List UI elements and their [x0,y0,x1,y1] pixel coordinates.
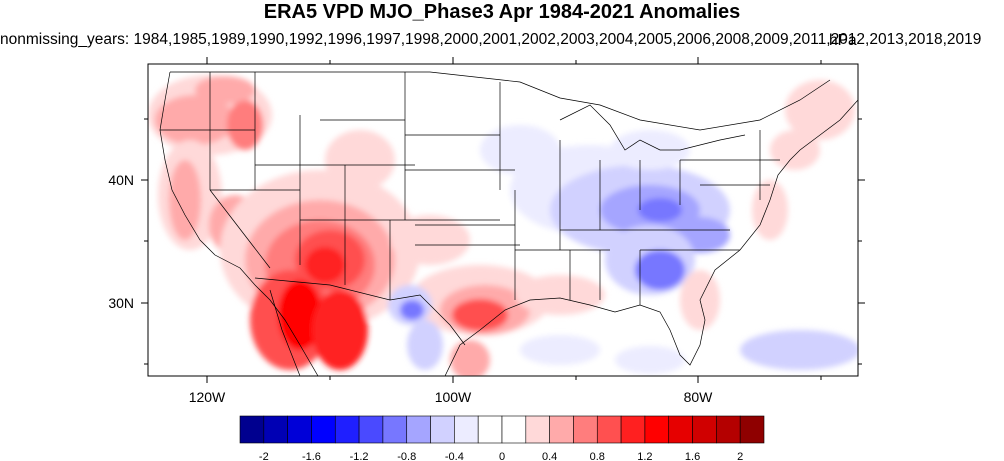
colorbar-swatch [644,415,670,444]
colorbar-swatch [382,415,408,444]
baja-coastline [269,289,301,376]
colorbar-tick-label: -0.4 [445,451,464,461]
gulf-coastline [444,297,706,376]
colorbar-swatch [739,415,765,444]
west-coastline [159,71,319,376]
colorbar-swatch [454,415,479,444]
colorbar-tick-label: -1.2 [350,451,369,461]
colorbar-swatch [525,415,550,444]
colorbar-tick-label: 1.6 [685,451,700,461]
colorbar-tick-label: 0.4 [542,451,557,461]
state-line-5 [209,189,271,269]
great-lakes [559,104,746,151]
colorbar-swatch [549,415,574,444]
us-canada-border [170,71,831,131]
colorbar-tick-label: -0.8 [397,451,416,461]
atlantic-coastline [699,99,858,321]
colorbar-swatch [311,415,336,444]
colorbar [239,415,765,444]
colorbar-swatch [692,415,717,444]
colorbar-swatch [239,415,265,444]
x-tick-label: 80W [684,389,714,405]
colorbar-swatch [573,415,598,444]
units-label: hPa [829,32,857,49]
colorbar-swatch [668,415,693,444]
colorbar-swatch [477,415,503,444]
x-tick-label: 100W [435,389,472,405]
colorbar-tick-label: 1.2 [637,451,652,461]
figure-title: ERA5 VPD MJO_Phase3 Apr 1984-2021 Anomal… [263,1,741,23]
colorbar-tick-label: 0.8 [590,451,605,461]
map-frame [141,57,865,383]
colorbar-swatch [334,415,360,444]
y-tick-label: 40N [108,172,134,188]
y-tick-label: 30N [108,295,134,311]
colorbar-swatch [263,415,288,444]
figure-subtitle: nonmissing_years: 1984,1985,1989,1990,19… [0,31,982,48]
us-mexico-border [254,277,466,346]
colorbar-swatch [430,415,455,444]
state-boundaries [159,71,858,376]
colorbar-tick-label: -2 [259,451,269,461]
colorbar-swatch [620,415,646,444]
colorbar-labels: -2 -1.6 -1.2 -0.8 -0.4 0 0.4 0.8 1.2 1.6 2 [259,451,743,461]
anomaly-field [148,64,858,376]
colorbar-swatch [596,415,622,444]
colorbar-swatch [287,415,312,444]
colorbar-swatch [406,415,431,444]
colorbar-swatch [501,415,527,444]
colorbar-swatch [716,415,741,444]
x-tick-label: 120W [189,389,226,405]
colorbar-tick-label: 0 [499,451,505,461]
colorbar-tick-label: -1.6 [302,451,321,461]
colorbar-tick-label: 2 [737,451,743,461]
colorbar-swatch [358,415,384,444]
